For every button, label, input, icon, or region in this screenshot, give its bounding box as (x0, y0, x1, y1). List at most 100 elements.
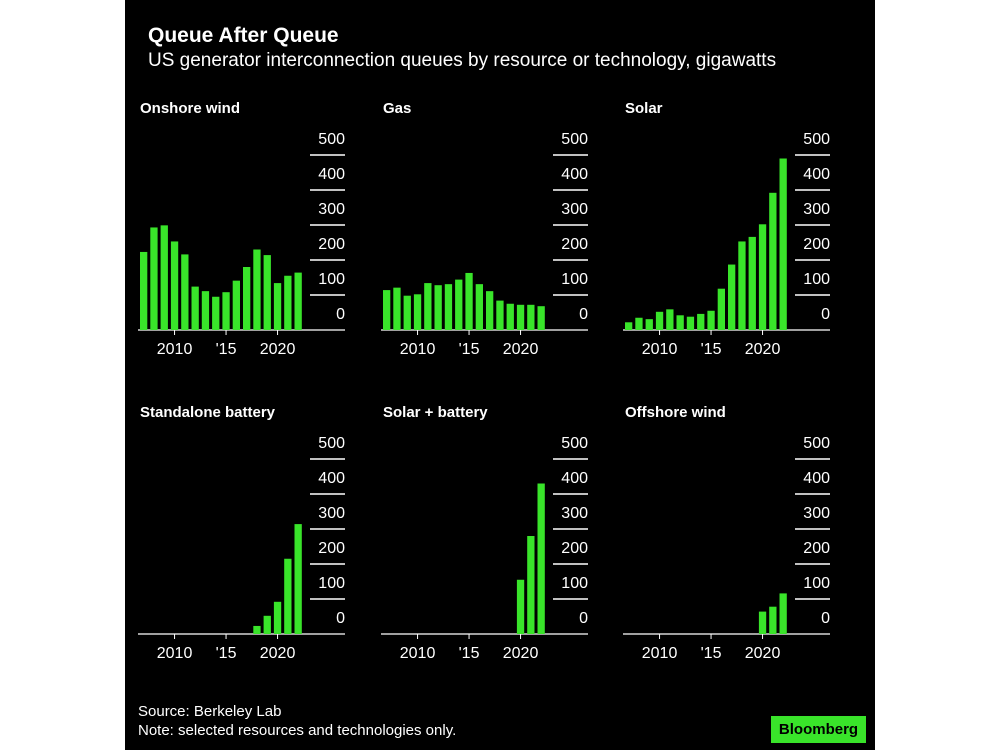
panel-standalone-battery: Standalone battery 0 100 200 300 400 500 2010 '1… (138, 404, 345, 662)
bar-2015 (222, 292, 230, 330)
bar-2011 (424, 283, 432, 330)
footnotes: Source: Berkeley Lab Note: selected reso… (138, 702, 456, 740)
bar-2007 (383, 290, 391, 330)
y-tick-label: 400 (803, 470, 830, 487)
panel-onshore-wind: Onshore wind 0 100 200 300 400 500 2010 '15 2020 (138, 100, 345, 358)
bar-2013 (686, 316, 695, 330)
x-tick-label: 2010 (642, 645, 678, 662)
bar-2020 (273, 601, 282, 634)
y-tick-label: 200 (561, 236, 588, 253)
panel-solar-battery: Solar + battery 0 100 200 300 400 500 2010 '15 20… (381, 404, 588, 662)
y-tick-label: 500 (561, 131, 588, 148)
bar-2013 (201, 291, 210, 330)
bar-2021 (769, 192, 777, 330)
x-tick-label: '15 (459, 341, 480, 358)
x-tick-label: 2010 (157, 645, 193, 662)
x-tick-label: 2020 (745, 341, 781, 358)
y-tick-label: 0 (336, 306, 345, 323)
panel-title: Solar (625, 100, 663, 117)
panel-offshore-wind: Offshore wind 0 100 200 300 400 500 2010 '15 2020 (623, 404, 830, 662)
bar-2020 (273, 283, 282, 330)
bar-2022 (779, 158, 787, 330)
x-tick-label: 2020 (503, 645, 539, 662)
bar-2022 (294, 524, 302, 634)
chart-title: Queue After Queue (148, 24, 339, 47)
y-tick-label: 500 (318, 435, 345, 452)
panel-title: Gas (383, 100, 411, 117)
bar-2012 (434, 285, 442, 330)
x-tick-label: 2020 (745, 645, 781, 662)
y-tick-label: 100 (318, 575, 345, 592)
bar-2020 (516, 579, 525, 634)
y-tick-label: 400 (561, 166, 588, 183)
bar-2015 (465, 272, 473, 330)
bar-2016 (232, 280, 240, 330)
bar-2016 (717, 288, 725, 330)
bar-2020 (758, 224, 767, 330)
x-tick-label: '15 (216, 645, 237, 662)
bar-2012 (676, 315, 684, 330)
y-tick-label: 200 (803, 236, 830, 253)
y-tick-label: 400 (803, 166, 830, 183)
x-tick-label: 2020 (503, 341, 539, 358)
y-tick-label: 100 (561, 271, 588, 288)
bar-2012 (191, 286, 199, 330)
bar-2022 (537, 306, 545, 330)
y-tick-label: 500 (561, 435, 588, 452)
bar-2018 (253, 625, 261, 634)
y-tick-label: 200 (318, 540, 345, 557)
bar-2021 (527, 304, 535, 330)
bar-2015 (707, 310, 715, 330)
bar-2014 (697, 313, 705, 330)
bar-2010 (413, 294, 422, 330)
bar-2019 (263, 615, 271, 634)
y-tick-label: 500 (803, 435, 830, 452)
bar-2016 (475, 284, 483, 330)
bloomberg-logo: Bloomberg (771, 716, 866, 743)
bar-2022 (294, 272, 302, 330)
bar-2018 (738, 241, 746, 330)
panel-title: Onshore wind (140, 100, 240, 117)
bar-2007 (140, 251, 148, 330)
x-tick-label: '15 (701, 341, 722, 358)
bar-2010 (170, 241, 179, 330)
y-tick-label: 400 (318, 470, 345, 487)
bar-2019 (263, 255, 271, 330)
bar-2019 (506, 303, 514, 330)
y-tick-label: 500 (318, 131, 345, 148)
x-tick-label: 2010 (400, 645, 436, 662)
bar-2011 (666, 309, 674, 330)
bar-2014 (455, 279, 463, 330)
y-tick-label: 200 (561, 540, 588, 557)
panel-gas: Gas 0 100 200 300 400 500 2010 '15 2020 (381, 100, 588, 358)
y-tick-label: 0 (821, 610, 830, 627)
bar-2022 (537, 483, 545, 634)
panel-solar: Solar 0 100 200 300 400 500 2010 '15 2020 (623, 100, 830, 358)
bar-2021 (284, 558, 292, 634)
bar-2022 (779, 593, 787, 634)
y-tick-label: 400 (318, 166, 345, 183)
bar-2020 (516, 304, 525, 330)
source-text: Source: Berkeley Lab (138, 703, 282, 720)
bar-2020 (758, 611, 767, 634)
x-tick-label: 2010 (642, 341, 678, 358)
y-tick-label: 300 (561, 201, 588, 218)
bar-2009 (160, 225, 168, 330)
y-tick-label: 200 (318, 236, 345, 253)
chart-subtitle: US generator interconnection queues by r… (148, 50, 777, 71)
y-tick-label: 100 (318, 271, 345, 288)
y-tick-label: 500 (803, 131, 830, 148)
x-tick-label: 2010 (400, 341, 436, 358)
y-tick-label: 300 (561, 505, 588, 522)
y-tick-label: 0 (579, 610, 588, 627)
bar-2009 (645, 319, 653, 330)
bar-2007 (625, 322, 633, 330)
x-tick-label: '15 (701, 645, 722, 662)
note-text: Note: selected resources and technologie… (138, 722, 457, 739)
bar-2008 (635, 317, 643, 330)
bar-2018 (496, 300, 504, 330)
y-tick-label: 300 (318, 201, 345, 218)
y-tick-label: 100 (803, 575, 830, 592)
y-tick-label: 300 (318, 505, 345, 522)
